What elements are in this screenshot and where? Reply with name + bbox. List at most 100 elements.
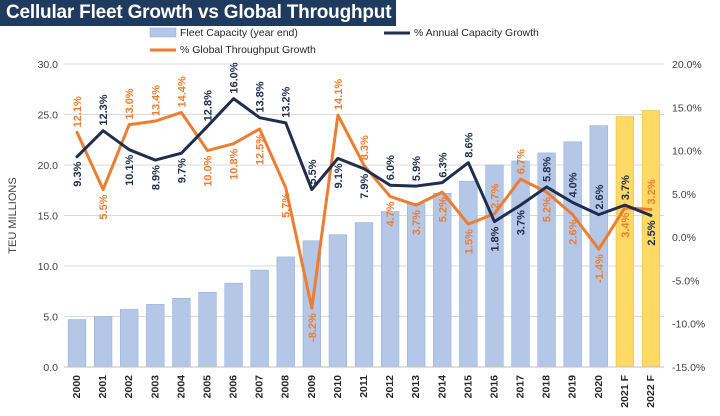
capacity-growth-data-label: 1.8% xyxy=(489,226,501,251)
capacity-growth-data-label: 16.0% xyxy=(229,62,241,93)
x-tick-label: 2000 xyxy=(71,375,83,399)
throughput-growth-data-label: -8.2% xyxy=(307,313,319,342)
x-tick-label: 2021 F xyxy=(619,374,631,407)
capacity-growth-data-label: 9.1% xyxy=(333,163,345,188)
y-left-tick-label: 30.0 xyxy=(38,59,59,71)
x-tick-label: 2009 xyxy=(306,375,318,399)
bar xyxy=(511,160,530,368)
capacity-growth-data-label: 6.3% xyxy=(437,152,449,177)
throughput-growth-data-label: 4.7% xyxy=(385,201,397,226)
throughput-growth-data-label: 12.5% xyxy=(255,134,267,165)
x-tick-label: 2018 xyxy=(541,375,553,399)
throughput-growth-data-label: 5.7% xyxy=(281,193,293,218)
y-right-tick-label: -5.0% xyxy=(672,275,699,287)
bar xyxy=(67,319,87,368)
legend-label-throughput-growth: % Global Throughput Growth xyxy=(180,44,316,56)
y-left-tick-label: 25.0 xyxy=(38,110,59,122)
throughput-growth-data-label: 12.1% xyxy=(72,96,84,127)
bar xyxy=(172,298,191,368)
capacity-growth-data-label: 6.0% xyxy=(385,155,397,180)
axes: 0.0 5.0 10.0 15.0 20.0 25.0 30.0 -15.0% -10.0% -5… xyxy=(7,59,705,408)
x-tick-label: 2001 xyxy=(97,375,109,399)
capacity-growth-data-label: 12.3% xyxy=(98,94,110,125)
capacity-growth-data-label: 4.0% xyxy=(568,172,580,197)
y-left-tick-label: 0.0 xyxy=(43,362,58,374)
y-right-tick-label: -15.0% xyxy=(672,362,705,374)
y-left-tick-label: 20.0 xyxy=(38,160,59,172)
throughput-growth-data-label: -1.4% xyxy=(594,254,606,283)
bar xyxy=(380,211,400,368)
y-right-tick-label: 5.0% xyxy=(672,189,696,201)
x-tick-label: 2004 xyxy=(175,375,187,399)
y-right-tick-label: 20.0% xyxy=(672,59,702,71)
throughput-growth-data-label: 8.3% xyxy=(359,135,371,160)
legend-swatch-fleet-capacity xyxy=(149,27,177,38)
x-tick-label: 2010 xyxy=(332,375,344,399)
capacity-growth-data-label: 2.5% xyxy=(646,220,658,245)
throughput-growth-data-label: 14.4% xyxy=(176,76,188,107)
bar xyxy=(250,269,269,368)
x-tick-label: 2017 xyxy=(515,375,527,399)
y-left-tick-label: 10.0 xyxy=(38,261,59,273)
x-tick-label: 2014 xyxy=(436,375,448,399)
throughput-growth-data-label: 10.8% xyxy=(229,148,241,179)
bar xyxy=(328,234,348,368)
throughput-growth-data-label: 5.2% xyxy=(542,197,554,222)
x-tick-label: 2005 xyxy=(201,375,213,399)
capacity-growth-data-label: 9.3% xyxy=(72,161,84,186)
y-right-tick-label: -10.0% xyxy=(672,319,705,331)
chart-title: Cellular Fleet Growth vs Global Throughp… xyxy=(6,2,392,23)
x-tick-label: 2016 xyxy=(488,375,500,399)
x-tick-label: 2011 xyxy=(358,375,370,398)
legend-label-fleet-capacity: Fleet Capacity (year end) xyxy=(180,27,298,39)
bar xyxy=(120,309,139,368)
throughput-growth-data-label: 2.7% xyxy=(489,183,501,208)
throughput-growth-data-label: 1.5% xyxy=(463,229,475,254)
capacity-growth-line xyxy=(75,97,653,224)
throughput-growth-data-label: 2.6% xyxy=(568,219,580,244)
capacity-growth-data-label: 5.5% xyxy=(307,159,319,184)
chart-title-bar: Cellular Fleet Growth vs Global Throughp… xyxy=(0,0,396,26)
capacity-growth-data-label: 13.2% xyxy=(281,86,293,117)
x-tick-label: 2019 xyxy=(567,375,579,399)
x-tick-label: 2003 xyxy=(149,375,161,399)
capacity-growth-data-label: 3.7% xyxy=(516,210,528,235)
line-series xyxy=(75,97,653,310)
x-tick-label: 2007 xyxy=(254,375,266,399)
capacity-growth-data-label: 13.8% xyxy=(255,81,267,112)
throughput-growth-data-label: 6.7% xyxy=(516,149,528,174)
x-tick-label: 2013 xyxy=(410,375,422,399)
y-left-tick-label: 15.0 xyxy=(38,211,59,223)
x-tick-label: 2002 xyxy=(123,375,135,399)
capacity-growth-data-label: 10.1% xyxy=(124,154,136,185)
capacity-growth-data-label: 2.6% xyxy=(594,184,606,209)
bar xyxy=(224,282,243,368)
capacity-growth-data-label: 5.8% xyxy=(542,157,554,182)
throughput-growth-data-label: 13.4% xyxy=(150,85,162,116)
bar xyxy=(146,304,165,368)
capacity-growth-data-label: 5.9% xyxy=(411,156,423,181)
x-tick-label: 2015 xyxy=(462,375,474,399)
throughput-growth-data-label: 5.2% xyxy=(437,197,449,222)
capacity-growth-data-label: 7.9% xyxy=(359,174,371,199)
x-tick-label: 2022 F xyxy=(645,374,657,407)
bar xyxy=(459,180,478,368)
capacity-growth-data-label: 12.8% xyxy=(202,90,214,121)
y-right-tick-label: 15.0% xyxy=(672,102,702,114)
y-axis-title: TEU MILLIONS xyxy=(7,177,19,253)
throughput-growth-data-label: 3.7% xyxy=(411,210,423,235)
capacity-growth-data-label: 3.7% xyxy=(620,175,632,200)
bar xyxy=(589,125,608,368)
bar xyxy=(354,222,374,368)
y-right-tick-label: 10.0% xyxy=(672,146,702,158)
throughput-growth-data-label: 3.2% xyxy=(646,179,658,204)
y-left-tick-label: 5.0 xyxy=(43,312,58,324)
y-right-tick-label: 0.0% xyxy=(672,232,696,244)
capacity-growth-data-label: 8.9% xyxy=(150,165,162,190)
throughput-growth-data-label: 10.0% xyxy=(202,155,214,186)
x-tick-label: 2020 xyxy=(593,375,605,399)
capacity-growth-data-label: 9.7% xyxy=(176,158,188,183)
x-tick-label: 2008 xyxy=(280,375,292,399)
bar xyxy=(537,152,556,368)
